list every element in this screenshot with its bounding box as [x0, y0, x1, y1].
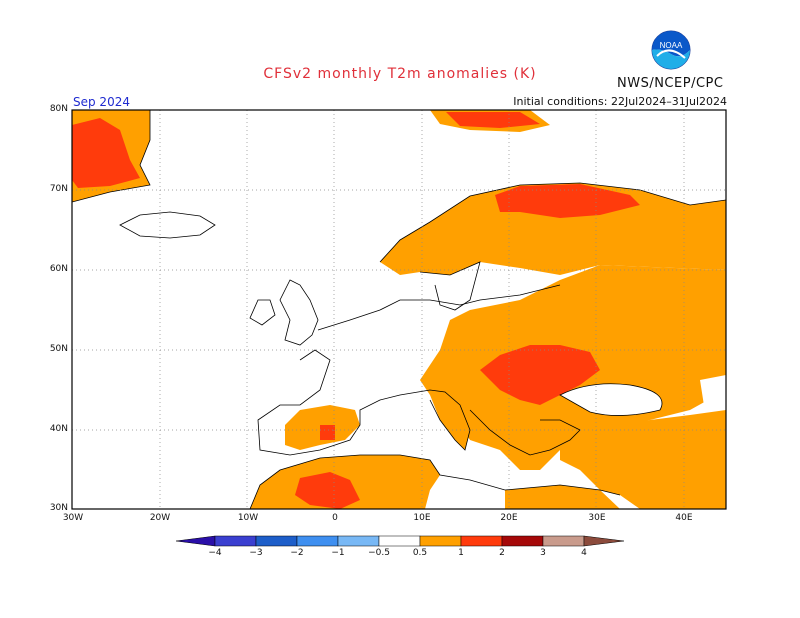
colorbar-bin-plus1: [460, 535, 503, 547]
greenland-coast: [72, 110, 151, 203]
colorbar-label: 3: [540, 548, 546, 558]
black-sea-coast: [559, 383, 663, 416]
map-title: CFSv2 monthly T2m anomalies (K): [263, 66, 537, 82]
north-africa-coast: [249, 454, 621, 509]
svalbard-warm-core: [446, 112, 540, 128]
iceland-coast: [119, 211, 216, 239]
initial-conditions: Initial conditions: 22Jul2024–31Jul2024: [513, 95, 727, 108]
coastlines: [72, 110, 726, 509]
lon-label-20w: 20W: [149, 513, 171, 523]
colorbar-bin-minus2: [296, 535, 339, 547]
scandinavia-coast: [379, 182, 726, 311]
greenland-warm-core: [72, 118, 140, 188]
colorbar-bin-plus05: [419, 535, 462, 547]
agency-label: NWS/NCEP/CPC: [617, 76, 724, 91]
lat-label-50n: 50N: [49, 344, 68, 354]
colorbar-arrow-warm: [583, 535, 625, 547]
colorbar: [175, 535, 625, 547]
colorbar-bin-plus2: [501, 535, 544, 547]
europe-mainland-coast: [257, 284, 561, 456]
lon-label-40e: 40E: [675, 513, 693, 523]
black-sea: [560, 383, 662, 416]
lat-label-70n: 70N: [49, 184, 68, 194]
noaa-logo: NOAA: [651, 30, 691, 70]
lon-label-30e: 30E: [588, 513, 606, 523]
colorbar-label: −0.5: [368, 548, 390, 558]
graticule: [72, 110, 726, 509]
colorbar-arrow-cold: [175, 535, 216, 547]
anomaly-shading: [72, 110, 726, 509]
colorbar-label: −3: [249, 548, 263, 558]
lapland-warm-core: [495, 184, 640, 218]
north-africa-warm-core: [295, 472, 360, 509]
british-isles-coast: [249, 279, 319, 346]
lon-label-0: 0: [332, 513, 338, 523]
lon-label-20e: 20E: [500, 513, 518, 523]
carpathian-warm-core: [480, 345, 600, 405]
lat-label-40n: 40N: [49, 424, 68, 434]
lon-label-30w: 30W: [62, 513, 84, 523]
colorbar-label: −4: [208, 548, 222, 558]
colorbar-label: 1: [458, 548, 464, 558]
iberia-warm-core: [320, 425, 335, 440]
scandinavia-anomaly: [380, 183, 726, 275]
colorbar-bin-minus3: [255, 535, 298, 547]
lat-label-80n: 80N: [49, 104, 68, 114]
anatolia-anomaly: [560, 410, 726, 509]
colorbar-label: −2: [290, 548, 304, 558]
forecast-month: Sep 2024: [73, 95, 130, 109]
libya-anomaly: [505, 485, 620, 509]
colorbar-bin-minus1: [337, 535, 380, 547]
lon-label-10w: 10W: [237, 513, 259, 523]
colorbar-label: −1: [331, 548, 345, 558]
caspian-region: [700, 375, 726, 412]
map-frame: [71, 109, 727, 510]
colorbar-label: 4: [581, 548, 587, 558]
balkans-coast: [469, 409, 581, 456]
lat-label-60n: 60N: [49, 264, 68, 274]
lon-label-10e: 10E: [413, 513, 431, 523]
lat-label-30n: 30N: [49, 503, 68, 513]
italy-anomaly: [430, 392, 470, 450]
colorbar-label: 0.5: [412, 548, 428, 558]
colorbar-bin-minus4: [214, 535, 257, 547]
logo-text: NOAA: [660, 41, 683, 50]
colorbar-label: 2: [499, 548, 505, 558]
colorbar-bin-plus3: [542, 535, 585, 547]
colorbar-bin-neutral: [378, 535, 421, 547]
